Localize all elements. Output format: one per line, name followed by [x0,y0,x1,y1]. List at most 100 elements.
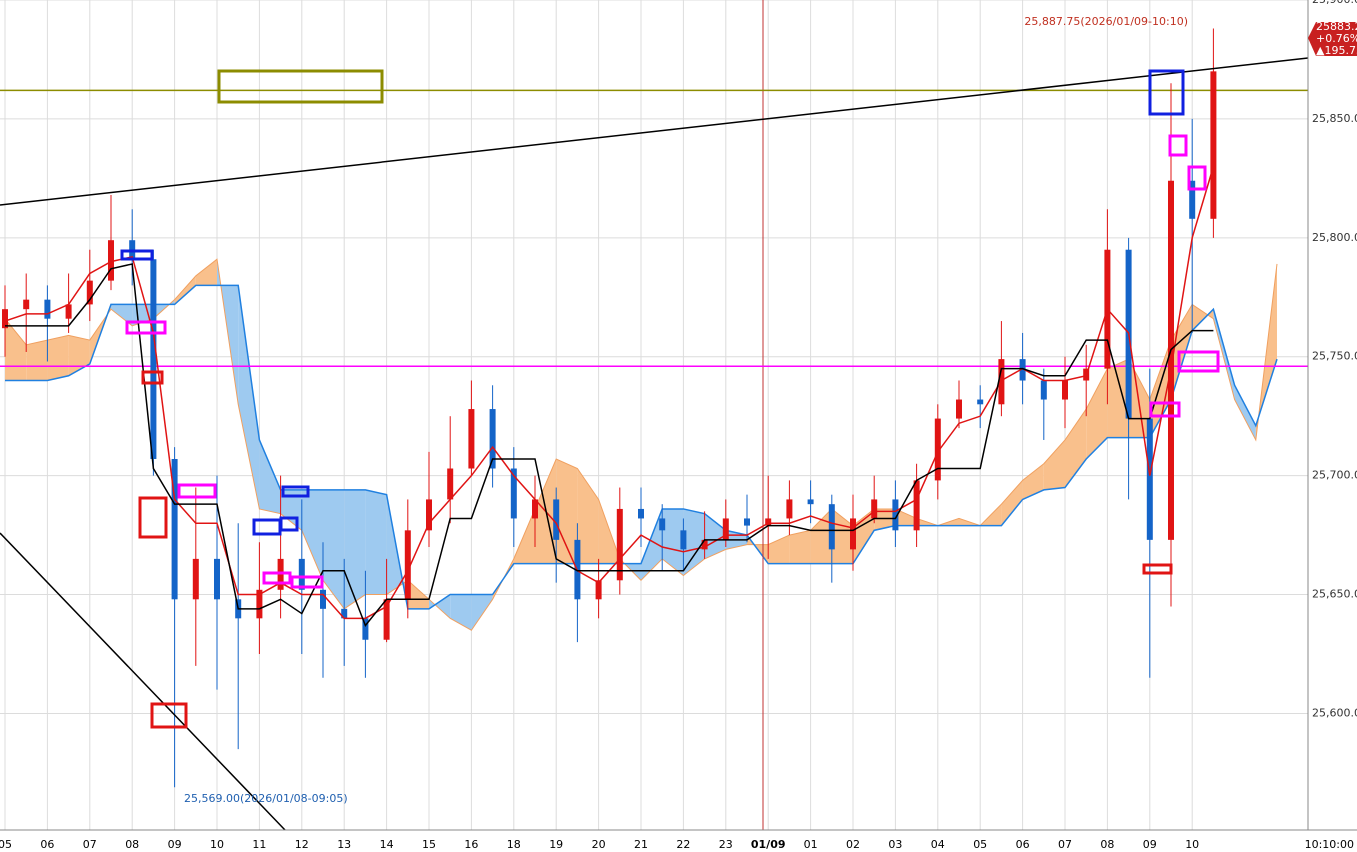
x-tick-label: 23 [719,838,733,851]
candle-body [447,468,454,500]
candle-body [892,499,899,531]
cloud-segment [344,489,366,609]
indicator-line [5,263,1214,627]
candle-body [807,499,814,505]
x-tick-label: 05 [0,838,12,851]
x-tick-label: 08 [1100,838,1114,851]
x-tick-label: 15 [422,838,436,851]
box [138,496,168,539]
y-tick-label: 25,900.00 [1312,0,1357,6]
span-b-line [5,284,1278,610]
candle-body [765,518,772,526]
candle-body [532,499,538,519]
candle-body [913,480,920,531]
cloud-segment [1065,409,1087,488]
box [150,702,188,729]
x-tick-label: 05 [973,838,987,851]
candle-body [850,518,856,550]
box [1142,563,1173,575]
trend-line [0,532,286,831]
span-a-line [4,258,1278,631]
candle-body [1040,380,1047,400]
candle-body [659,518,666,531]
cloud-segment [323,489,345,609]
cloud-segment [853,508,875,564]
x-tick-label: 09 [1143,838,1157,851]
candle-body [108,240,114,281]
drawings [120,69,1220,729]
x-tick-label: 14 [380,838,394,851]
candle-body [1062,380,1068,400]
cloud-segment [259,439,281,514]
x-tick-label: 22 [676,838,690,851]
candle-body [256,589,263,619]
candle-body [192,558,199,600]
candle-body [786,499,793,519]
cloud-segment [683,508,705,576]
cloud-segment [1192,304,1214,331]
annotation: 25,887.75(2026/01/09-10:10) [1024,15,1188,28]
x-tick-label: 07 [83,838,97,851]
cloud-segment [174,275,196,305]
x-tick-label: 13 [337,838,351,851]
box [290,575,324,589]
candle-body [680,530,687,550]
time-label: 10:10:00 [1305,838,1354,851]
price-box-label: +0.76% [1316,32,1357,45]
candle-body [1168,180,1174,540]
x-tick-label: 19 [549,838,563,851]
cloud-segment [1234,385,1256,440]
x-tick-label: 20 [592,838,606,851]
box [177,483,217,499]
candle-body [86,280,93,305]
y-tick-label: 25,750.00 [1312,350,1357,363]
candle-body [426,499,432,531]
x-tick-label: 02 [846,838,860,851]
box [1148,69,1185,116]
x-tick-label: 09 [168,838,182,851]
x-tick-label: 16 [464,838,478,851]
candle-body [701,539,708,550]
cloud-segment [429,594,451,619]
cloud-segment [1086,368,1108,459]
candle-body [1146,418,1153,540]
x-tick-label: 10 [1185,838,1199,851]
candle-body [828,504,835,550]
candle-body [44,299,51,319]
cloud-segment [1001,480,1023,526]
cloud-segment [5,318,27,381]
candle-body [214,558,220,600]
cloud-segment [1213,309,1235,400]
cloud-segment [111,304,133,326]
candle-body [2,309,8,329]
candle-body [489,409,496,469]
x-tick-label: 04 [931,838,945,851]
candle-body [1019,359,1026,381]
candle-body [977,399,984,405]
cloud-segment [301,489,323,581]
candle-body [744,518,750,526]
price-box [1308,22,1357,56]
box [281,485,310,498]
cloud-segment [789,530,811,564]
candle-body [1210,71,1217,219]
price-box-label: 25883.25 [1316,20,1357,33]
candle-body [150,259,157,459]
cloud-segment [556,458,578,564]
cloud-segment [471,594,493,631]
x-tick-label: 03 [888,838,902,851]
box [1149,401,1181,418]
cloud-segment [874,508,896,531]
box [120,249,154,261]
cloud-segment [810,508,832,564]
x-tick-label: 08 [125,838,139,851]
cloud-segment [895,508,917,526]
cloud-segment [704,513,726,559]
y-tick-label: 25,800.00 [1312,231,1357,244]
candle-body [383,599,390,640]
candle-body [362,618,369,640]
cloud-segment [365,489,387,595]
x-tick-label: 01 [804,838,818,851]
x-tick-label: 11 [252,838,266,851]
